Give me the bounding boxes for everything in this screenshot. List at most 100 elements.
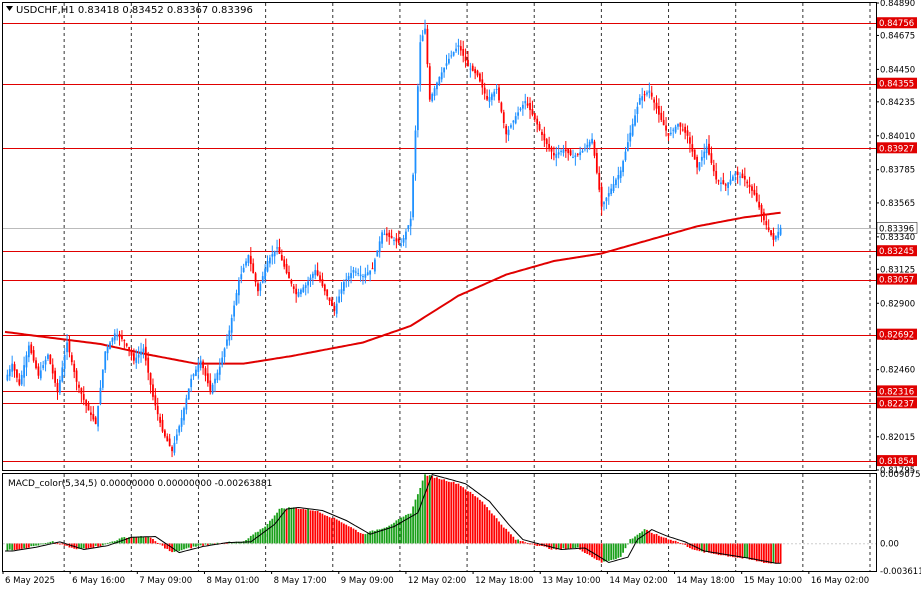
level-price-tag[interactable] (877, 455, 917, 467)
macd-bar (447, 481, 450, 544)
macd-bar (326, 515, 329, 544)
time-label: 15 May 10:00 (744, 576, 802, 586)
macd-bar (646, 529, 648, 544)
macd-bar (581, 543, 584, 552)
candle-body (560, 150, 562, 152)
candle-body (469, 68, 472, 70)
macd-bar (402, 516, 405, 544)
candle-body (37, 366, 40, 376)
macd-bar (700, 543, 703, 552)
candle-body (488, 96, 491, 102)
macd-bar (562, 543, 565, 549)
candle-body (35, 360, 37, 369)
macd-bar (92, 543, 95, 548)
macd-bar (615, 543, 617, 560)
macd-bar (304, 509, 307, 544)
candle-body (760, 204, 763, 214)
macd-bar (261, 528, 264, 544)
candle-body (555, 153, 558, 158)
macd-bar (300, 509, 302, 544)
candle-body (507, 129, 510, 136)
level-price-tag-label: 0.82692 (879, 331, 914, 341)
candle-body (178, 426, 181, 433)
candle-body (672, 129, 675, 131)
macd-bar (777, 543, 780, 564)
candle-body (569, 150, 572, 156)
macd-bar (564, 543, 567, 550)
level-price-tag[interactable] (877, 397, 917, 409)
price-tick-label: 0.82015 (880, 433, 915, 443)
triangle-down-icon[interactable] (6, 6, 13, 11)
horizontal-levels[interactable] (3, 23, 876, 462)
level-price-tag[interactable] (877, 385, 917, 397)
candle-body (553, 152, 555, 156)
macd-bar (753, 543, 756, 561)
level-price-tag[interactable] (877, 17, 917, 29)
macd-bar (13, 543, 16, 551)
macd-bar (37, 543, 40, 546)
macd-bar (400, 517, 403, 544)
macd-bar (550, 543, 553, 550)
candle-body (168, 438, 171, 447)
level-price-tag[interactable] (877, 245, 917, 257)
candle-body (369, 270, 372, 275)
time-label: 12 May 18:00 (475, 576, 533, 586)
candle-body (629, 132, 632, 142)
candle-body (717, 180, 720, 182)
macd-bar (226, 542, 228, 544)
macd-bar (572, 543, 574, 549)
macd-bar (653, 534, 656, 544)
candle-body (257, 283, 259, 292)
level-price-tag[interactable] (877, 328, 917, 340)
macd-bar (708, 543, 710, 553)
macd-bar (648, 531, 651, 544)
candle-body (335, 303, 338, 314)
macd-bar (414, 499, 417, 544)
candle-body (414, 130, 417, 174)
macd-bar (395, 520, 398, 544)
candle-body (712, 165, 715, 172)
level-price-tag[interactable] (877, 142, 917, 154)
level-price-tag[interactable] (877, 77, 917, 89)
macd-bar (35, 543, 37, 546)
macd-bar (335, 519, 338, 544)
candle-body (87, 403, 90, 411)
macd-bar (510, 534, 512, 544)
candle-body (703, 151, 706, 158)
candle-body (593, 141, 596, 156)
macd-bar (156, 542, 159, 544)
candle-body (142, 348, 145, 353)
candle-body (104, 351, 107, 370)
candle-body (615, 179, 617, 185)
candle-body (416, 86, 419, 131)
macd-bar (152, 539, 154, 544)
candle-body (679, 122, 682, 127)
macd-bar (743, 543, 746, 558)
macd-bar (199, 543, 202, 546)
macd-bar (125, 537, 128, 544)
candle-body (85, 400, 88, 406)
candle-body (347, 276, 350, 280)
candle-body (464, 56, 467, 62)
candle-body (727, 182, 730, 188)
macd-bar (307, 508, 309, 544)
candle-body (82, 394, 85, 400)
macd-bar (390, 524, 393, 544)
macd-bar (168, 543, 171, 552)
candle-body (689, 137, 691, 144)
macd-bar (405, 514, 407, 544)
candle-body (385, 233, 388, 236)
candle-body (626, 142, 629, 151)
candle-body (149, 373, 152, 385)
candle-body (734, 173, 737, 176)
macd-bar (428, 475, 431, 544)
candle-body (526, 103, 529, 106)
macd-bar (56, 543, 59, 545)
price-tick-label: 0.84890 (880, 0, 915, 9)
macd-bar (106, 542, 109, 544)
candle-body (722, 180, 725, 185)
candle-body (519, 108, 522, 110)
macd-bar (495, 518, 498, 544)
level-price-tag[interactable] (877, 273, 917, 285)
